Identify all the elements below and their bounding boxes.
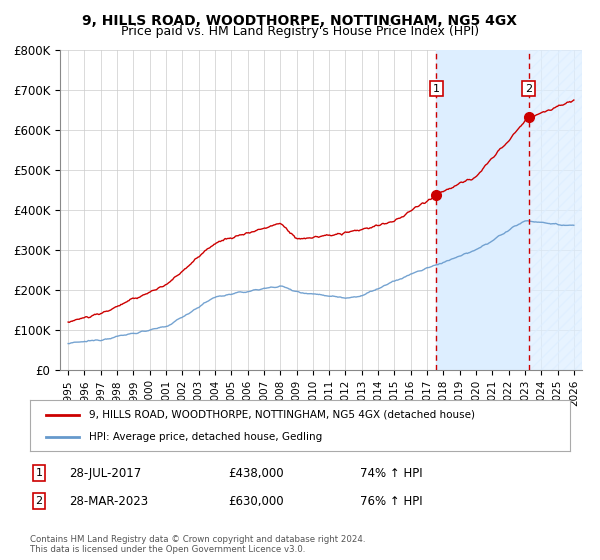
Text: £438,000: £438,000 (228, 466, 284, 480)
Text: 1: 1 (433, 83, 440, 94)
Bar (529, 50, 582, 370)
Text: Price paid vs. HM Land Registry's House Price Index (HPI): Price paid vs. HM Land Registry's House … (121, 25, 479, 38)
Text: 74% ↑ HPI: 74% ↑ HPI (360, 466, 422, 480)
Text: 9, HILLS ROAD, WOODTHORPE, NOTTINGHAM, NG5 4GX (detached house): 9, HILLS ROAD, WOODTHORPE, NOTTINGHAM, N… (89, 409, 475, 419)
Text: 76% ↑ HPI: 76% ↑ HPI (360, 494, 422, 508)
Text: 2: 2 (35, 496, 43, 506)
Text: 1: 1 (35, 468, 43, 478)
Text: 28-JUL-2017: 28-JUL-2017 (69, 466, 141, 480)
Text: Contains HM Land Registry data © Crown copyright and database right 2024.
This d: Contains HM Land Registry data © Crown c… (30, 535, 365, 554)
Text: 2: 2 (525, 83, 532, 94)
Bar (436, 50, 529, 370)
Text: HPI: Average price, detached house, Gedling: HPI: Average price, detached house, Gedl… (89, 432, 323, 442)
Text: 28-MAR-2023: 28-MAR-2023 (69, 494, 148, 508)
Text: 9, HILLS ROAD, WOODTHORPE, NOTTINGHAM, NG5 4GX: 9, HILLS ROAD, WOODTHORPE, NOTTINGHAM, N… (83, 14, 517, 28)
Text: £630,000: £630,000 (228, 494, 284, 508)
